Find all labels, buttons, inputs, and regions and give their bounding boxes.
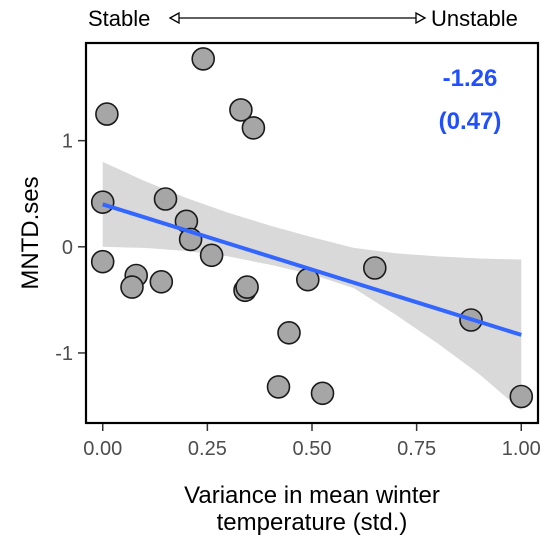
se-annotation: (0.47) [439, 108, 502, 135]
x-tick-label: 0.75 [397, 438, 436, 460]
data-point [95, 102, 119, 126]
data-point [90, 249, 115, 274]
unstable-arrowhead-icon [415, 11, 427, 25]
regression-line [102, 202, 522, 337]
x-tick-label: 0.00 [83, 438, 122, 460]
x-tick-label: 0.25 [188, 438, 227, 460]
fit-line-layer [102, 202, 522, 337]
points-layer [90, 47, 534, 409]
x-axis-ticks: 0.00 0.25 0.50 0.75 1.00 [83, 424, 541, 460]
confidence-band-layer [102, 161, 522, 411]
y-tick-label: -1 [55, 343, 73, 365]
y-tick-label: 1 [62, 131, 73, 153]
data-point [229, 98, 253, 122]
data-point [509, 384, 534, 409]
data-point [362, 256, 387, 280]
x-axis-title-line2: temperature (std.) [217, 509, 408, 536]
unstable-label: Unstable [431, 6, 518, 31]
data-point [90, 190, 115, 214]
data-point [266, 375, 291, 399]
x-tick-label: 1.00 [502, 438, 541, 460]
data-point [277, 320, 301, 345]
stable-label: Stable [88, 6, 150, 31]
y-tick-label: 0 [62, 237, 73, 259]
x-tick-label: 0.50 [293, 438, 332, 460]
y-axis-title: MNTD.ses [17, 176, 44, 289]
data-point [120, 275, 144, 299]
x-axis-title-line1: Variance in mean winter [184, 482, 440, 509]
y-axis-ticks: -1 0 1 [55, 131, 85, 365]
data-point [191, 47, 215, 71]
data-point [310, 381, 335, 406]
confidence-band [102, 161, 522, 411]
data-point [241, 116, 266, 140]
plot-panel-border [84, 41, 540, 425]
stability-scale: Stable Unstable [88, 6, 518, 31]
estimate-annotation: -1.26 [443, 65, 498, 92]
stable-arrowhead-icon [168, 11, 180, 25]
data-point [153, 187, 178, 211]
data-point [149, 269, 174, 294]
data-point [199, 243, 224, 268]
data-point [235, 275, 259, 299]
